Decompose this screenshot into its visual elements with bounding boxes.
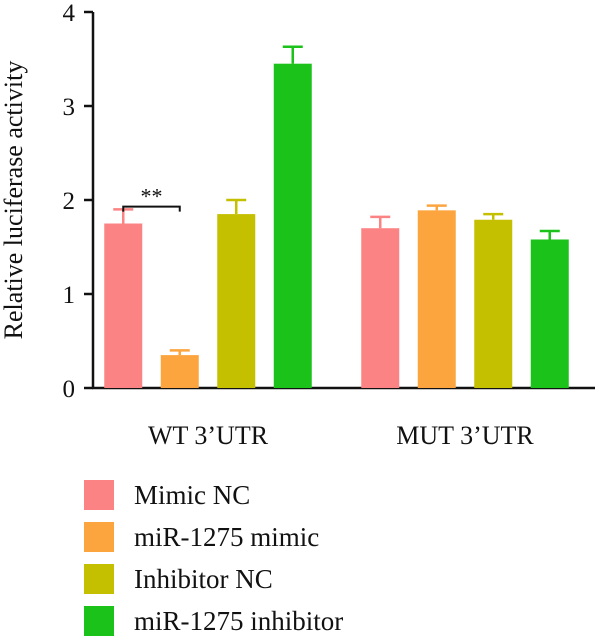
significance-bracket	[122, 205, 181, 212]
legend-swatch	[84, 564, 114, 594]
annotations: **	[122, 184, 181, 212]
bar-mir-1275-mimic-wt	[160, 355, 199, 388]
legend-swatch	[84, 480, 114, 510]
legend-item: miR-1275 mimic	[84, 516, 343, 558]
legend-label: miR-1275 mimic	[134, 521, 320, 552]
bars	[104, 63, 569, 388]
legend-swatch	[84, 522, 114, 552]
bar-mir-1275-mimic-mut	[417, 210, 456, 388]
bar-mir-1275-inhibitor-wt	[273, 63, 312, 388]
legend-swatch	[84, 606, 114, 636]
x-axis: WT 3’UTR MUT 3’UTR	[92, 386, 595, 450]
error-bars	[113, 45, 560, 356]
x-tick-label: MUT 3’UTR	[396, 421, 534, 450]
y-axis: 0 1 2 3 4	[63, 0, 95, 403]
bar-inhibitor-nc-mut	[474, 219, 513, 388]
y-tick-label: 0	[63, 376, 76, 403]
bar-mir-1275-inhibitor-mut	[530, 239, 569, 388]
legend-label: Mimic NC	[134, 479, 251, 510]
bar-mimic-nc-mut	[361, 228, 400, 388]
bar-mimic-nc-wt	[104, 223, 143, 388]
legend-item: Inhibitor NC	[84, 558, 343, 600]
y-tick-label: 3	[63, 94, 76, 121]
y-axis-title: Relative luciferase activity	[0, 61, 28, 340]
bar-chart: 0 1 2 3 4 WT 3’UTR MUT 3’UTR ** Relative luci…	[0, 0, 595, 450]
y-tick-label: 1	[63, 282, 76, 309]
significance-label: **	[141, 184, 163, 209]
y-tick-label: 4	[63, 0, 76, 27]
legend-item: miR-1275 inhibitor	[84, 600, 343, 642]
y-tick-label: 2	[63, 188, 76, 215]
legend-label: miR-1275 inhibitor	[134, 605, 344, 636]
legend-label: Inhibitor NC	[134, 563, 273, 594]
legend-item: Mimic NC	[84, 474, 343, 516]
legend: Mimic NC miR-1275 mimic Inhibitor NC miR-12…	[84, 474, 343, 642]
x-tick-label: WT 3’UTR	[148, 421, 269, 450]
bar-inhibitor-nc-wt	[217, 214, 256, 388]
